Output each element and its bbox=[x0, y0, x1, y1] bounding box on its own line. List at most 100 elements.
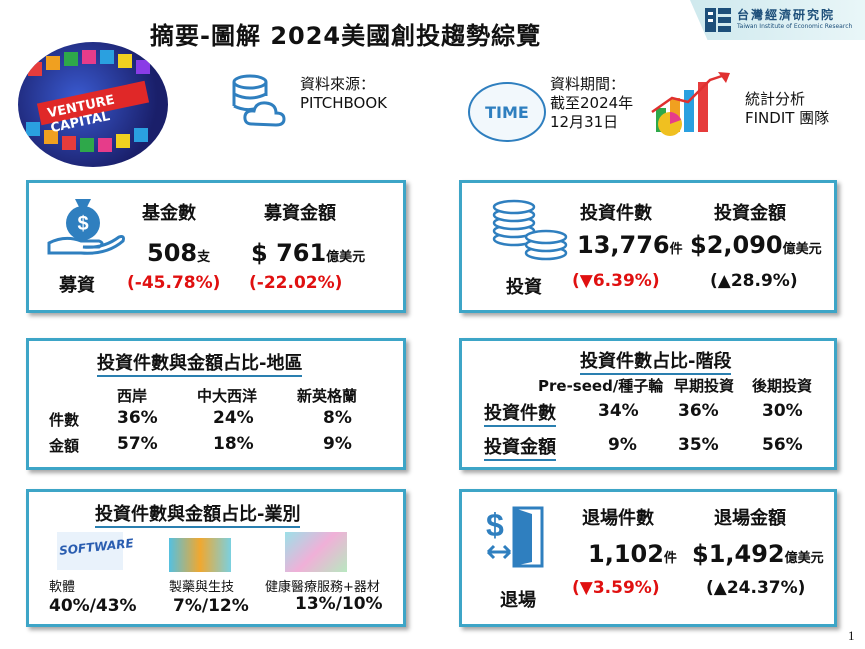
funds-count-change: (-45.78%) bbox=[127, 273, 221, 293]
exit-card: $ 退場 退場件數 退場金額 1,102件 $1,492億美元 (▼3.59%)… bbox=[459, 489, 837, 627]
industry-value-biotech: 7%/12% bbox=[173, 596, 249, 616]
logo-text-zh: 台灣經濟研究院 bbox=[737, 8, 836, 22]
industry-value-healthcare: 13%/10% bbox=[295, 594, 383, 614]
stage-deals-seed: 34% bbox=[598, 401, 639, 421]
stage-deals-early: 36% bbox=[678, 401, 719, 421]
deals-title: 投資件數 bbox=[580, 203, 652, 224]
healthcare-image bbox=[285, 532, 347, 572]
region-amount-mid-atlantic: 18% bbox=[213, 434, 254, 454]
fund-amount-title: 募資金額 bbox=[264, 203, 336, 224]
fundraising-row-label: 募資 bbox=[59, 275, 95, 296]
fund-amount-unit: 億美元 bbox=[326, 250, 366, 265]
exit-count-value: 1,102 bbox=[588, 540, 664, 568]
logo-text-en: Taiwan Institute of Economic Research bbox=[737, 23, 853, 30]
industry-label-software: 軟體 bbox=[49, 580, 76, 595]
period-value-2: 12月31日 bbox=[550, 113, 619, 131]
exit-amount: $1,492億美元 bbox=[692, 540, 824, 568]
industry-label-healthcare: 健康醫療服務+器材 bbox=[265, 580, 380, 595]
region-amount-west: 57% bbox=[117, 434, 158, 454]
exit-count-change: (▼3.59%) bbox=[572, 578, 660, 598]
database-cloud-icon bbox=[232, 74, 286, 127]
fund-amount-prefix: $ bbox=[251, 239, 277, 267]
data-period: 資料期間： 截至2024年 12月31日 bbox=[550, 75, 633, 132]
exit-count: 1,102件 bbox=[588, 540, 677, 568]
exit-count-unit: 件 bbox=[663, 551, 677, 566]
region-col-west: 西岸 bbox=[117, 387, 148, 405]
stage-card: 投資件數占比-階段 Pre-seed/種子輪 早期投資 後期投資 投資件數 34… bbox=[459, 338, 837, 470]
industry-title: 投資件數與金額占比-業別 bbox=[95, 500, 301, 528]
vc-tiles-icon bbox=[26, 50, 150, 152]
exit-amount-change: (▲24.37%) bbox=[706, 578, 806, 598]
stage-col-late: 後期投資 bbox=[752, 377, 813, 395]
deals-unit: 件 bbox=[669, 242, 683, 257]
deals-count: 13,776件 bbox=[577, 231, 683, 259]
stage-row-deals-label: 投資件數 bbox=[484, 399, 556, 427]
money-bag-hand-icon: $ bbox=[47, 199, 125, 255]
region-amount-new-england: 9% bbox=[323, 434, 352, 454]
stage-amount-late: 56% bbox=[762, 435, 803, 455]
funds-count-unit: 支 bbox=[197, 250, 211, 265]
region-row-deals-label: 件數 bbox=[49, 411, 80, 429]
stage-col-seed: Pre-seed/種子輪 bbox=[538, 377, 664, 395]
investment-row-label: 投資 bbox=[506, 277, 542, 298]
exit-amount-value: $1,492 bbox=[692, 540, 785, 568]
invest-amount-value: $2,090 bbox=[690, 231, 783, 259]
svg-text:$: $ bbox=[486, 507, 504, 543]
industry-label-biotech: 製藥與生技 bbox=[169, 580, 235, 595]
stage-col-early: 早期投資 bbox=[674, 377, 735, 395]
tier-logo-icon bbox=[705, 8, 731, 32]
data-source-label: 資料來源： bbox=[300, 75, 376, 93]
region-row-amount-label: 金額 bbox=[49, 437, 80, 455]
region-deals-new-england: 8% bbox=[323, 408, 352, 428]
industry-card: 投資件數與金額占比-業別 SOFTWARE 軟體 製藥與生技 健康醫療服務+器材… bbox=[26, 489, 406, 627]
funds-count-value: 508 bbox=[147, 239, 198, 267]
analysis-chart-icon bbox=[651, 72, 730, 136]
exit-row-label: 退場 bbox=[500, 590, 536, 611]
funds-count: 508支 bbox=[147, 239, 210, 267]
coins-stack-icon bbox=[492, 199, 568, 261]
deals-change: (▼6.39%) bbox=[572, 271, 660, 291]
region-col-mid-atlantic: 中大西洋 bbox=[197, 387, 258, 405]
investment-card: 投資 投資件數 投資金額 13,776件 $2,090億美元 (▼6.39%) … bbox=[459, 180, 837, 313]
exit-amount-unit: 億美元 bbox=[784, 551, 824, 566]
invest-amount-unit: 億美元 bbox=[782, 242, 822, 257]
exit-count-title: 退場件數 bbox=[582, 508, 654, 529]
exit-amount-title: 退場金額 bbox=[714, 508, 786, 529]
industry-value-software: 40%/43% bbox=[49, 596, 137, 616]
analysis-team-name: FINDIT 團隊 bbox=[745, 109, 830, 127]
svg-text:$: $ bbox=[77, 213, 88, 235]
page-number: 1 bbox=[848, 628, 855, 643]
fund-amount-change: (-22.02%) bbox=[249, 273, 343, 293]
data-source-value: PITCHBOOK bbox=[300, 94, 387, 112]
page-title: 摘要-圖解 2024美國創投趨勢綜覽 bbox=[150, 22, 542, 50]
software-image: SOFTWARE bbox=[57, 532, 134, 570]
invest-amount-title: 投資金額 bbox=[714, 203, 786, 224]
fundraising-card: $ 募資 基金數 募資金額 508支 $ 761億美元 (-45.78%) (-… bbox=[26, 180, 406, 313]
period-value-1: 截至2024年 bbox=[550, 94, 634, 112]
fund-amount-value: 761 bbox=[276, 239, 327, 267]
region-title: 投資件數與金額占比-地區 bbox=[97, 349, 303, 377]
region-deals-west: 36% bbox=[117, 408, 158, 428]
region-deals-mid-atlantic: 24% bbox=[213, 408, 254, 428]
deals-value: 13,776 bbox=[577, 231, 670, 259]
invest-amount: $2,090億美元 bbox=[690, 231, 822, 259]
exit-door-icon: $ bbox=[486, 506, 544, 568]
fund-amount: $ 761億美元 bbox=[251, 239, 365, 267]
region-col-new-england: 新英格蘭 bbox=[297, 387, 358, 405]
period-label: 資料期間： bbox=[550, 75, 626, 93]
venture-capital-image: VENTURE CAPITAL bbox=[18, 42, 168, 167]
data-source: 資料來源： PITCHBOOK bbox=[300, 75, 387, 113]
stage-title: 投資件數占比-階段 bbox=[580, 347, 732, 375]
invest-amount-change: (▲28.9%) bbox=[710, 271, 798, 291]
stage-amount-early: 35% bbox=[678, 435, 719, 455]
analysis-label: 統計分析 bbox=[745, 90, 806, 108]
stage-deals-late: 30% bbox=[762, 401, 803, 421]
stage-row-amount-label: 投資金額 bbox=[484, 433, 556, 461]
region-card: 投資件數與金額占比-地區 西岸 中大西洋 新英格蘭 件數 36% 24% 8% … bbox=[26, 338, 406, 470]
stage-amount-seed: 9% bbox=[608, 435, 637, 455]
time-icon-text: TIME bbox=[485, 102, 529, 122]
analysis-team: 統計分析 FINDIT 團隊 bbox=[745, 90, 829, 128]
software-image-text: SOFTWARE bbox=[58, 536, 135, 558]
biotech-image bbox=[169, 538, 231, 572]
funds-count-title: 基金數 bbox=[142, 203, 196, 224]
